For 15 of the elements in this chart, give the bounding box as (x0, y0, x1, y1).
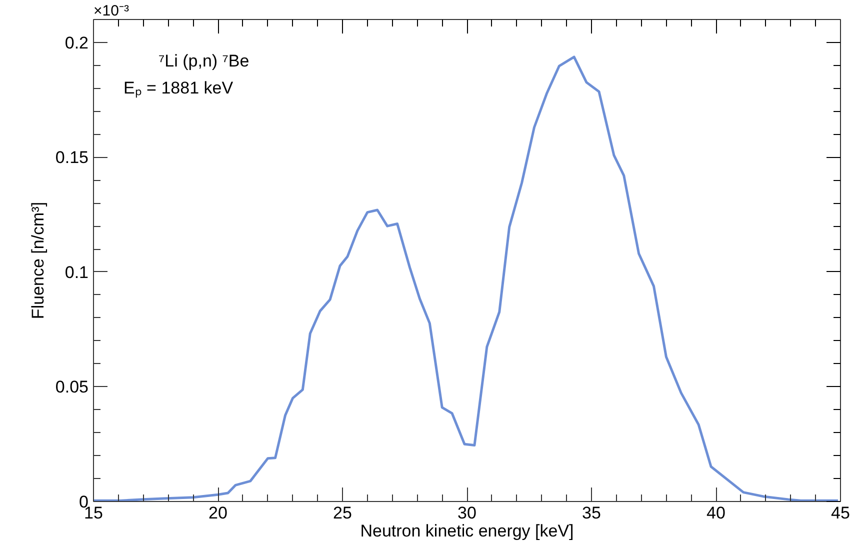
x-tick-label: 35 (582, 504, 601, 522)
y-tick-label: 0.05 (55, 378, 89, 397)
y-tick-label: 0.15 (55, 148, 89, 168)
annotation: Eₚ = 1881 keV (124, 78, 234, 98)
x-tick-label: 20 (208, 504, 228, 522)
y-tick-label: 0.2 (64, 33, 89, 52)
annotation: ⁷Li (p,n) ⁷Be (158, 52, 250, 70)
x-tick-label: 45 (831, 504, 850, 522)
x-tick-label: 40 (706, 504, 726, 522)
y-tick-label: 0.1 (64, 262, 89, 282)
x-axis-title: Neutron kinetic energy [keV] (360, 522, 574, 540)
x-tick-label: 25 (333, 504, 352, 522)
x-tick-label: 30 (458, 504, 476, 522)
y-axis-title: Fluence [n/cm³] (28, 202, 48, 320)
text: ×10⁻³ (94, 2, 129, 20)
